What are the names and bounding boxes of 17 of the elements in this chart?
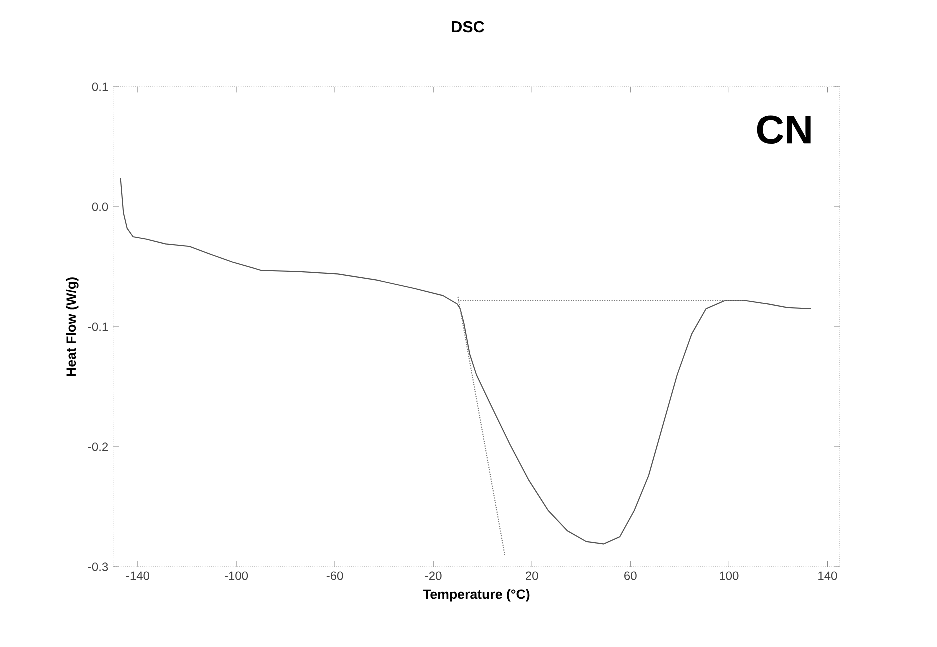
y-tick-label: 0.1 — [92, 82, 108, 92]
x-tick-label: -20 — [425, 572, 442, 580]
x-axis-title: Temperature (°C) — [423, 589, 530, 602]
y-tick-label: -0.3 — [88, 562, 108, 572]
x-tick-label: -60 — [326, 572, 344, 580]
x-tick-label: 20 — [526, 572, 538, 580]
y-tick-label: -0.1 — [88, 322, 108, 332]
x-tick-label: 100 — [720, 572, 739, 580]
x-tick-label: -100 — [225, 572, 248, 580]
annotation: CN — [757, 116, 811, 144]
x-tick-label: -140 — [126, 572, 150, 580]
y-tick-label: 0.0 — [92, 202, 108, 212]
x-tick-label: 140 — [818, 572, 838, 580]
y-tick-label: -0.2 — [88, 442, 108, 452]
chart-title: DSC — [452, 21, 484, 33]
y-axis-title: Heat Flow (W/g) — [66, 278, 79, 376]
x-tick-label: 60 — [624, 572, 637, 580]
